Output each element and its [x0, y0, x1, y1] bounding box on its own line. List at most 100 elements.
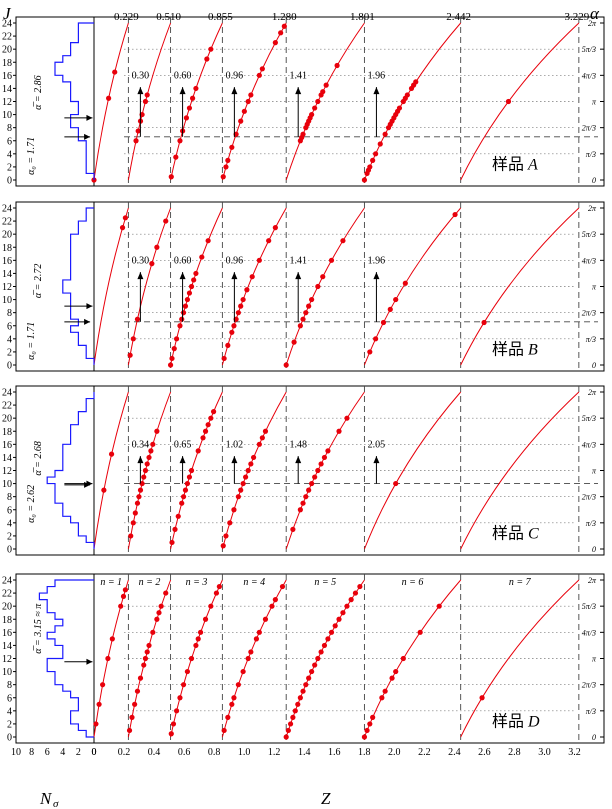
data-point [380, 319, 387, 326]
data-point [344, 415, 350, 421]
data-point [315, 283, 321, 290]
data-point [133, 138, 139, 144]
j-tick-label: 2 [7, 347, 12, 358]
axis-labels: J α N σ Z [3, 4, 600, 809]
data-point [132, 701, 138, 707]
alpha-tick-label: π/3 [586, 519, 596, 528]
data-point [336, 428, 342, 434]
z-axis-label: Z [321, 789, 331, 808]
data-point [186, 290, 193, 296]
j-tick-label: 20 [2, 414, 12, 425]
panel: 0246810121416182022240π/32π/3π4π/35π/32π… [2, 16, 605, 187]
j-tick-label: 4 [7, 149, 12, 160]
alpha0-arrowhead [84, 318, 91, 325]
shift-arrowhead [295, 456, 302, 464]
data-point [241, 108, 247, 114]
data-point [154, 428, 160, 434]
theory-curve-n3 [170, 207, 223, 366]
data-point [184, 296, 191, 303]
j-tick-label: 20 [2, 230, 12, 241]
j-tick-label: 8 [7, 308, 12, 319]
data-point [323, 82, 329, 88]
data-point [96, 701, 102, 707]
data-point [452, 211, 458, 218]
data-point [200, 435, 206, 441]
data-point [269, 603, 275, 609]
j-tick-label: 12 [2, 654, 12, 665]
sample-label-text: 样品 [492, 713, 528, 731]
panel: 0246810121416182022240π/32π/3π4π/35π/32π… [2, 385, 605, 556]
shift-arrowhead [179, 272, 186, 280]
data-point [309, 111, 315, 118]
data-point [231, 695, 237, 701]
j-tick-label: 24 [2, 576, 12, 587]
data-point [370, 714, 376, 720]
alpha-tick-label: 2π/3 [582, 493, 596, 502]
data-point [137, 487, 144, 493]
data-point [134, 316, 141, 322]
alpha0-label: α₀ = 2.62 [26, 485, 37, 523]
z-tick-label: 1.8 [358, 747, 371, 758]
data-point [235, 494, 241, 500]
data-point [220, 543, 226, 549]
data-point [262, 616, 269, 622]
data-point [377, 141, 383, 147]
data-point [244, 287, 250, 293]
n-label: n = 5 [314, 577, 336, 588]
data-point [223, 533, 229, 539]
shift-label: 1.96 [368, 71, 386, 82]
alpha-mean-arrowhead [86, 658, 93, 665]
data-point [154, 244, 160, 250]
data-point [168, 731, 174, 737]
alpha-tick-label: 4π/3 [582, 440, 596, 449]
alpha-axis: 0 π/3 2π/3 π 4π/3 5π/3 2π [582, 204, 604, 370]
alpha-tick-label: π [592, 98, 597, 107]
data-point [177, 695, 183, 701]
n-tick-label: 4 [60, 747, 65, 758]
data-point [156, 610, 162, 616]
z-tick-label: 0.2 [118, 747, 131, 758]
z-tick-label: 2.6 [478, 747, 491, 758]
data-point [248, 92, 254, 98]
data-point [142, 655, 149, 662]
shift-arrowhead [231, 87, 238, 95]
shift-arrowhead [179, 87, 186, 95]
data-point [231, 507, 237, 513]
theory-curve-n7 [460, 579, 580, 738]
data-point [321, 642, 328, 649]
data-point [250, 454, 257, 461]
data-point [170, 721, 177, 727]
data-point [262, 428, 269, 434]
alpha-mean-label: α̅ = 2.86 [33, 75, 44, 110]
data-point [291, 339, 297, 345]
data-point [221, 727, 227, 734]
j-tick-label: 12 [2, 466, 12, 477]
data-point [150, 629, 156, 635]
sample-label: 样品 D [492, 713, 540, 731]
data-point [256, 629, 262, 635]
j-tick-label: 12 [2, 97, 12, 108]
j-tick-label: 22 [2, 401, 12, 412]
data-point [283, 362, 289, 368]
z-tick-label: 2.0 [388, 747, 401, 758]
z-tick-label: 0.6 [178, 747, 191, 758]
data-point [220, 174, 226, 180]
shift-arrowhead [373, 87, 380, 95]
z-tick-label: 2.4 [448, 747, 461, 758]
data-point [146, 454, 152, 461]
theory-curve-n5 [285, 22, 365, 181]
data-point [93, 721, 99, 727]
shift-arrowhead [373, 272, 380, 280]
data-point [321, 454, 328, 461]
j-tick-label: 8 [7, 680, 12, 691]
data-point [184, 480, 191, 487]
data-point [505, 98, 512, 105]
z-tick-label: 2.2 [418, 747, 431, 758]
alpha0-label: α₀ = 1.71 [26, 322, 37, 360]
data-point [325, 448, 331, 454]
data-point [334, 62, 340, 69]
data-point [188, 655, 195, 662]
data-point [172, 526, 178, 532]
alpha-tick-label: 4π/3 [582, 628, 596, 637]
